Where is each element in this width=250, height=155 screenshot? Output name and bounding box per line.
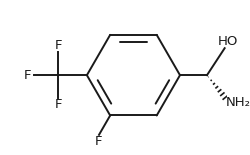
Text: F: F <box>24 69 31 82</box>
Text: F: F <box>54 98 62 111</box>
Text: F: F <box>95 135 103 148</box>
Text: HO: HO <box>218 35 238 48</box>
Text: NH₂: NH₂ <box>226 96 250 109</box>
Text: F: F <box>54 39 62 52</box>
